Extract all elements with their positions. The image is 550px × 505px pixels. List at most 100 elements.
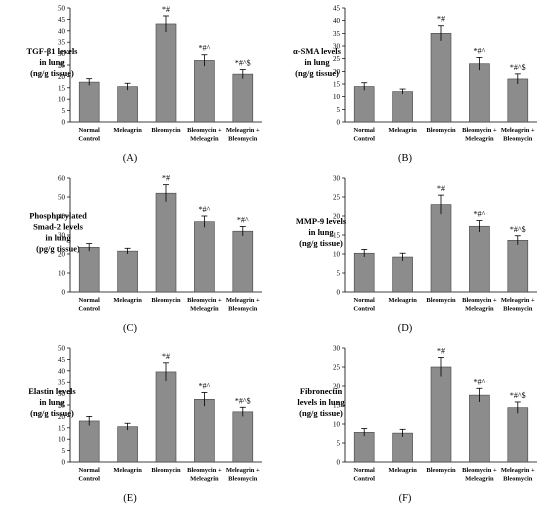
- y-axis-title-line: (ng/g tissue): [30, 408, 74, 418]
- y-tick-label: 45: [333, 5, 341, 13]
- y-tick-label: 30: [333, 43, 341, 51]
- y-tick-label: 20: [58, 413, 66, 421]
- y-tick-label: 5: [337, 270, 341, 278]
- significance-label: *#^$: [510, 225, 526, 234]
- y-tick-label: 30: [58, 232, 66, 240]
- panel-label: (D): [398, 323, 413, 334]
- panel-label: (B): [398, 153, 413, 164]
- bar: [392, 432, 413, 463]
- y-tick-label: 30: [58, 390, 66, 398]
- bar: [469, 63, 490, 123]
- y-tick-label: 25: [333, 194, 341, 202]
- y-tick-label: 40: [58, 27, 66, 35]
- y-tick-label: 40: [58, 367, 66, 375]
- x-tick-label: Bleomycin +: [187, 297, 222, 304]
- bar: [392, 256, 413, 293]
- y-tick-label: 10: [333, 421, 341, 429]
- bar: [392, 91, 413, 123]
- y-axis-title-line: Elastin levels: [28, 386, 76, 396]
- x-tick-label: Bleomycin: [503, 306, 533, 313]
- bar: [430, 33, 452, 123]
- y-tick-label: 50: [58, 194, 66, 202]
- x-tick-label: Meleagrin: [113, 467, 142, 474]
- y-tick-label: 0: [62, 119, 66, 127]
- x-tick-label: Control: [353, 476, 375, 483]
- y-tick-label: 35: [333, 30, 341, 38]
- y-axis-title-line: Fibronectin: [300, 386, 343, 396]
- y-tick-label: 0: [337, 289, 341, 297]
- y-tick-label: 35: [58, 39, 66, 47]
- y-tick-label: 30: [333, 345, 341, 353]
- x-tick-label: Meleagrin: [190, 136, 219, 143]
- y-axis-title-line: in lung: [304, 57, 330, 67]
- x-tick-label: Normal: [354, 297, 375, 304]
- y-tick-label: 15: [333, 81, 341, 89]
- x-tick-label: Normal: [354, 127, 375, 134]
- x-tick-label: Meleagrin +: [226, 297, 260, 304]
- x-tick-label: Meleagrin +: [226, 467, 260, 474]
- x-tick-label: Control: [353, 306, 375, 313]
- y-axis-title-line: (ng/g tissue): [295, 68, 339, 78]
- y-axis-title-line: TGF-β1 levels: [27, 46, 79, 56]
- y-tick-label: 25: [58, 62, 66, 70]
- bar: [507, 78, 529, 123]
- bar: [232, 73, 254, 123]
- significance-label: *#^$: [510, 63, 526, 72]
- y-axis-title-line: in lung: [39, 57, 65, 67]
- bar: [194, 60, 215, 123]
- bar: [469, 225, 490, 293]
- bar: [117, 86, 138, 123]
- x-tick-label: Bleomycin: [228, 136, 258, 143]
- significance-label: *#: [162, 174, 170, 183]
- significance-label: *#^$: [510, 391, 526, 400]
- x-tick-label: Meleagrin +: [501, 467, 535, 474]
- y-tick-label: 10: [58, 436, 66, 444]
- significance-label: *#: [162, 352, 170, 361]
- y-tick-label: 5: [337, 440, 341, 448]
- bar: [78, 81, 100, 123]
- significance-label: *#^: [199, 205, 211, 214]
- y-axis-title-line: in lung: [45, 233, 71, 243]
- y-tick-label: 20: [58, 73, 66, 81]
- y-tick-label: 15: [58, 424, 66, 432]
- y-tick-label: 5: [62, 107, 66, 115]
- x-tick-label: Bleomycin +: [462, 297, 497, 304]
- y-tick-label: 15: [58, 84, 66, 92]
- significance-label: *#^: [474, 377, 486, 386]
- x-tick-label: Meleagrin: [190, 306, 219, 313]
- y-axis-title-line: Smad-2 levels: [33, 222, 84, 232]
- bar: [353, 432, 375, 463]
- y-axis-title-line: (pg/g tissue): [36, 244, 80, 254]
- x-tick-label: Bleomycin: [503, 476, 533, 483]
- bar: [430, 366, 452, 463]
- panel-label: (F): [399, 493, 412, 504]
- x-tick-label: Meleagrin +: [501, 297, 535, 304]
- significance-label: *#^: [474, 46, 486, 55]
- y-tick-label: 30: [58, 50, 66, 58]
- x-tick-label: Bleomycin: [228, 306, 258, 313]
- y-axis-title-line: α-SMA levels: [293, 46, 342, 56]
- x-tick-label: Control: [78, 476, 100, 483]
- y-axis-title-line: (ng/g tissue): [30, 68, 74, 78]
- x-tick-label: Meleagrin: [388, 127, 417, 134]
- y-tick-label: 0: [62, 289, 66, 297]
- y-tick-label: 0: [337, 459, 341, 467]
- x-tick-label: Meleagrin: [388, 297, 417, 304]
- bar: [194, 398, 215, 463]
- bar: [232, 411, 254, 463]
- significance-label: *#^: [474, 210, 486, 219]
- x-tick-label: Normal: [79, 467, 100, 474]
- y-tick-label: 50: [58, 345, 66, 353]
- x-tick-label: Normal: [354, 467, 375, 474]
- bar: [353, 252, 375, 293]
- y-tick-label: 60: [58, 175, 66, 183]
- bar: [78, 247, 100, 293]
- y-tick-label: 20: [333, 213, 341, 221]
- x-tick-label: Bleomycin: [503, 136, 533, 143]
- y-tick-label: 35: [58, 379, 66, 387]
- x-tick-label: Meleagrin: [190, 476, 219, 483]
- significance-label: *#^: [237, 215, 249, 224]
